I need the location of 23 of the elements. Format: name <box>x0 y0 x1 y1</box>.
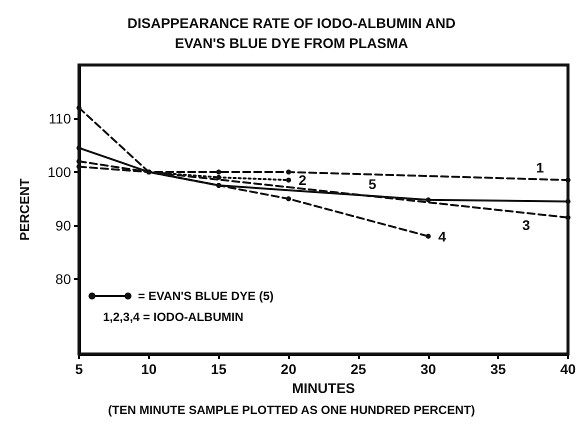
annotation: 4 <box>438 228 446 244</box>
x-tick-label: 15 <box>210 361 227 377</box>
annotation: 2 <box>298 172 307 188</box>
annotation: 1,2,3,4 = IODO-ALBUMIN <box>103 310 244 324</box>
x-tick-label: 35 <box>490 361 506 377</box>
x-axis-title: MINUTES <box>292 380 355 396</box>
y-tick-label: 100 <box>48 164 72 180</box>
annotation: 1 <box>536 159 544 176</box>
x-tick-label: 20 <box>280 361 297 377</box>
x-tick-label: 30 <box>420 361 436 377</box>
chart-title: DISAPPEARANCE RATE OF IODO-ALBUMIN AND EVAN'S BLUE DYE FROM PLASMA <box>127 15 456 51</box>
y-tick-label: 90 <box>55 218 72 234</box>
annotation: 3 <box>522 216 530 233</box>
x-tick-label: 5 <box>75 361 84 377</box>
y-axis-title: PERCENT <box>17 178 32 241</box>
annotation: = EVAN'S BLUE DYE (5) <box>138 289 274 303</box>
text: (TEN MINUTE SAMPLE PLOTTED AS ONE HUNDRED PERCENT) <box>108 403 475 417</box>
x-tick-label: 40 <box>560 361 576 377</box>
y-tick-label: 110 <box>48 110 72 127</box>
y-tick-label: 80 <box>55 271 72 288</box>
x-tick-label: 25 <box>350 361 366 377</box>
annotation: 5 <box>368 176 376 192</box>
x-tick-label: 10 <box>141 361 157 377</box>
